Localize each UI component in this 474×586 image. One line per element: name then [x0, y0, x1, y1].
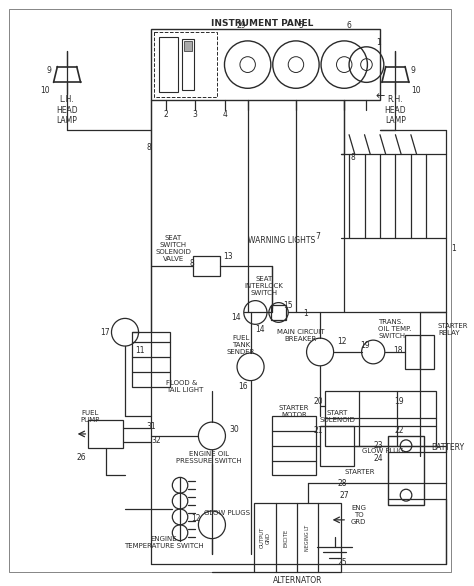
Text: 18: 18	[393, 346, 403, 356]
Text: 8: 8	[190, 258, 194, 268]
Text: 8: 8	[351, 153, 356, 162]
Text: 21: 21	[313, 427, 323, 435]
Text: INSTRUMENT PANEL: INSTRUMENT PANEL	[211, 19, 313, 28]
Text: 1: 1	[451, 244, 456, 253]
Text: STARTER
RELAY: STARTER RELAY	[438, 323, 468, 336]
Polygon shape	[54, 67, 81, 83]
Text: TRANS.
OIL TEMP.
SWITCH: TRANS. OIL TEMP. SWITCH	[378, 319, 411, 339]
Bar	[184, 41, 191, 51]
Text: 29: 29	[236, 21, 246, 29]
Bar	[255, 503, 341, 572]
Text: 19: 19	[394, 397, 404, 406]
Text: SEAT
SWITCH
SOLENOID
VALVE: SEAT SWITCH SOLENOID VALVE	[155, 235, 191, 262]
Bar	[151, 29, 380, 100]
Text: R.H.
HEAD
LAMP: R.H. HEAD LAMP	[384, 95, 406, 125]
Text: ←: ←	[375, 91, 385, 101]
Text: 1: 1	[303, 309, 308, 318]
Text: 17: 17	[100, 328, 109, 337]
Text: BATTERY: BATTERY	[431, 443, 464, 452]
Bar	[88, 420, 123, 448]
Text: 26: 26	[77, 453, 86, 462]
Text: 13: 13	[224, 251, 233, 261]
Text: OUTPUT
GND: OUTPUT GND	[260, 527, 271, 548]
Text: STARTER
MOTOR: STARTER MOTOR	[279, 405, 309, 418]
Text: GLOW PLUGS: GLOW PLUGS	[204, 510, 250, 516]
Text: 8: 8	[146, 143, 151, 152]
Text: 24: 24	[373, 454, 383, 463]
Text: GLOW PLUG: GLOW PLUG	[362, 448, 404, 454]
Text: 5: 5	[298, 21, 303, 29]
Text: 14: 14	[231, 313, 241, 322]
Text: ALTERNATOR: ALTERNATOR	[273, 575, 323, 585]
Bar	[320, 426, 354, 465]
Text: SEAT
INTERLOCK
SWITCH: SEAT INTERLOCK SWITCH	[245, 276, 283, 296]
Text: STARTER: STARTER	[344, 469, 375, 475]
Bar	[272, 416, 316, 475]
Text: 9: 9	[411, 66, 416, 75]
Bar	[132, 332, 170, 387]
Text: 3: 3	[192, 110, 197, 119]
Text: 16: 16	[238, 382, 247, 391]
Text: 25: 25	[337, 558, 347, 567]
Text: 31: 31	[146, 421, 156, 431]
Bar	[154, 32, 217, 97]
Text: 12: 12	[191, 515, 201, 523]
Text: 15: 15	[283, 301, 293, 310]
Text: ENGINE
TEMPERATURE SWITCH: ENGINE TEMPERATURE SWITCH	[124, 536, 203, 549]
Text: 1: 1	[376, 38, 381, 47]
Text: 10: 10	[411, 86, 420, 95]
Text: FUEL
TANK
SENDER: FUEL TANK SENDER	[227, 335, 255, 355]
Text: 14: 14	[255, 325, 265, 334]
Text: 22: 22	[394, 427, 404, 435]
Text: MAIN CIRCUIT
BREAKER: MAIN CIRCUIT BREAKER	[277, 329, 325, 342]
Bar	[159, 37, 178, 92]
Bar	[405, 335, 434, 369]
Text: 20: 20	[313, 397, 323, 406]
Text: START
SOLENOID: START SOLENOID	[319, 410, 356, 423]
Text: L.H.
HEAD
LAMP: L.H. HEAD LAMP	[56, 95, 78, 125]
Polygon shape	[382, 67, 409, 83]
Text: NEGING LT: NEGING LT	[305, 524, 310, 551]
Text: EXCITE: EXCITE	[284, 529, 289, 547]
Bar	[388, 436, 424, 505]
Text: 11: 11	[135, 346, 144, 355]
Text: 9: 9	[47, 66, 52, 75]
Text: FUEL
PUMP: FUEL PUMP	[81, 410, 100, 423]
Text: 27: 27	[339, 490, 349, 500]
Text: 10: 10	[40, 86, 50, 95]
Text: 32: 32	[151, 437, 161, 445]
Bar	[182, 39, 193, 90]
Text: 4: 4	[223, 110, 228, 119]
Text: 6: 6	[346, 21, 352, 29]
Text: 7: 7	[315, 232, 320, 241]
Text: WARNING LIGHTS: WARNING LIGHTS	[248, 236, 315, 245]
Text: 30: 30	[229, 425, 239, 434]
Text: 23: 23	[373, 441, 383, 450]
Text: 12: 12	[337, 336, 347, 346]
Text: FLOOD &
TAIL LIGHT: FLOOD & TAIL LIGHT	[165, 380, 203, 393]
Text: 2: 2	[163, 110, 168, 119]
Text: 28: 28	[337, 479, 347, 488]
Text: ENGINE OIL
PRESSURE SWITCH: ENGINE OIL PRESSURE SWITCH	[176, 451, 242, 464]
Text: ENG
TO
GRD: ENG TO GRD	[351, 505, 366, 525]
Bar	[325, 391, 436, 446]
Bar	[271, 305, 286, 321]
Bar	[192, 256, 219, 276]
Text: 19: 19	[361, 340, 370, 350]
